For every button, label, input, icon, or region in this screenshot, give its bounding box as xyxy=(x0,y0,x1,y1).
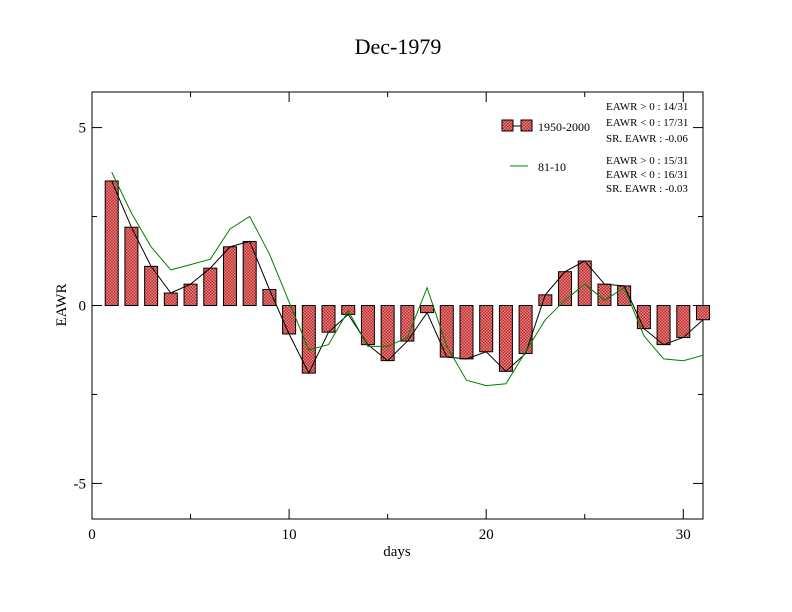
chart-title: Dec-1979 xyxy=(355,34,442,59)
legend: 1950-2000 81-10 xyxy=(501,119,590,174)
y-tick-label: 5 xyxy=(79,121,87,137)
bar xyxy=(163,292,178,307)
tick-labels: 0 10 20 30 -5 0 5 xyxy=(74,121,691,543)
bar xyxy=(282,305,297,335)
bar xyxy=(459,305,474,360)
axis-ticks xyxy=(91,92,703,519)
bar xyxy=(696,305,710,321)
y-tick-label: -5 xyxy=(74,476,87,492)
legend-bar-swatch-left xyxy=(501,119,514,132)
bar xyxy=(400,305,415,342)
bar xyxy=(498,305,513,372)
stat-line: EAWR > 0 : 14/31 xyxy=(606,101,688,113)
bar xyxy=(380,305,395,362)
bar xyxy=(656,305,671,346)
y-tick-label: 0 xyxy=(79,299,87,315)
x-axis-label: days xyxy=(383,544,411,560)
legend-bar-swatch-right xyxy=(520,119,533,132)
stat-line: EAWR < 0 : 17/31 xyxy=(606,117,688,129)
x-tick-label: 0 xyxy=(88,527,96,543)
bar xyxy=(479,305,494,353)
x-tick-label: 20 xyxy=(479,527,494,543)
legend-label-series-1: 1950-2000 xyxy=(538,120,590,134)
bar-series xyxy=(104,180,710,374)
legend-label-series-2: 81-10 xyxy=(538,160,566,174)
bar xyxy=(597,283,612,306)
stat-line: EAWR > 0 : 15/31 xyxy=(606,155,688,167)
bar xyxy=(124,226,139,306)
series-line-1950-2000 xyxy=(111,180,704,375)
bar xyxy=(242,240,257,306)
series-line-81-10 xyxy=(111,171,704,387)
bar xyxy=(676,305,691,339)
bar xyxy=(538,294,553,307)
stat-line: SR. EAWR : -0.06 xyxy=(606,133,688,145)
bar xyxy=(203,267,218,307)
stat-line: SR. EAWR : -0.03 xyxy=(606,183,688,195)
y-axis-label: EAWR xyxy=(54,284,70,327)
line-series xyxy=(111,171,704,387)
bar xyxy=(104,180,119,306)
bar xyxy=(518,305,533,355)
bar xyxy=(262,288,277,306)
x-tick-label: 10 xyxy=(282,527,297,543)
stat-line: EAWR < 0 : 16/31 xyxy=(606,169,688,181)
bar xyxy=(577,260,592,307)
stats-block: EAWR > 0 : 14/31 EAWR < 0 : 17/31 SR. EA… xyxy=(606,101,688,195)
bar xyxy=(222,246,237,307)
bar xyxy=(420,305,435,314)
bar xyxy=(183,283,198,306)
x-tick-label: 30 xyxy=(676,527,691,543)
